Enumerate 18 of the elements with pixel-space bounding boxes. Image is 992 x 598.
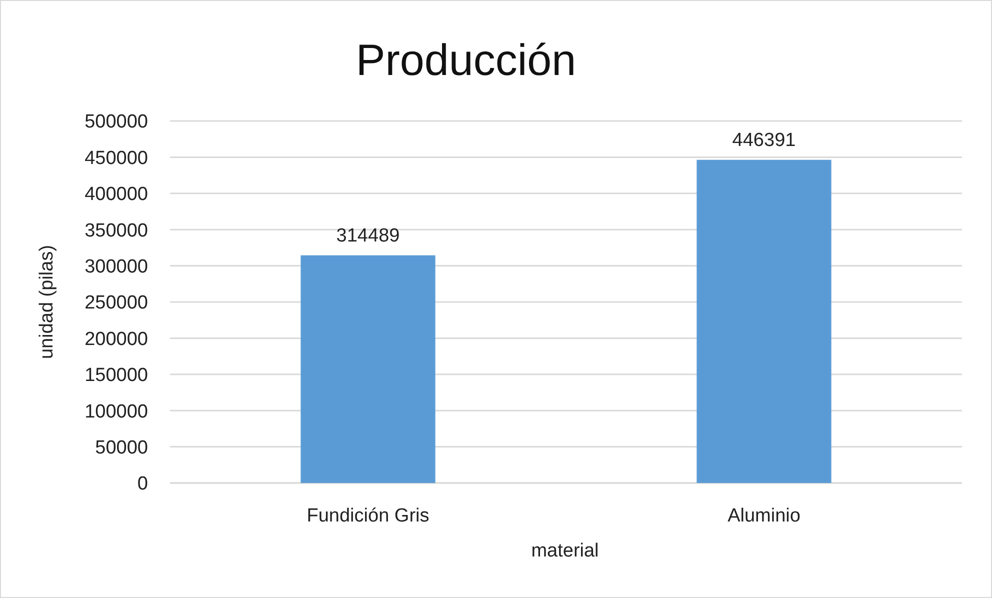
- x-tick-label: Aluminio: [728, 506, 800, 527]
- y-tick-label: 0: [137, 474, 148, 495]
- y-tick-label: 250000: [84, 292, 148, 314]
- y-tick-label: 350000: [84, 220, 148, 242]
- y-tick-label: 500000: [84, 112, 148, 133]
- x-tick-label: Fundición Gris: [306, 506, 430, 527]
- y-tick-label: 100000: [84, 401, 148, 422]
- data-label: 314489: [336, 225, 400, 246]
- y-tick-label: 450000: [84, 148, 148, 169]
- y-tick-label: 400000: [84, 184, 148, 206]
- y-axis-title: unidad (pilas): [36, 244, 58, 360]
- y-tick-label: 300000: [84, 256, 148, 278]
- y-tick-label: 150000: [84, 365, 148, 386]
- chart-title: Producción: [356, 36, 576, 85]
- y-tick-label: 50000: [95, 437, 148, 458]
- y-tick-label: 200000: [84, 328, 148, 350]
- x-axis-title: material: [531, 540, 599, 562]
- data-label: 446391: [732, 130, 796, 151]
